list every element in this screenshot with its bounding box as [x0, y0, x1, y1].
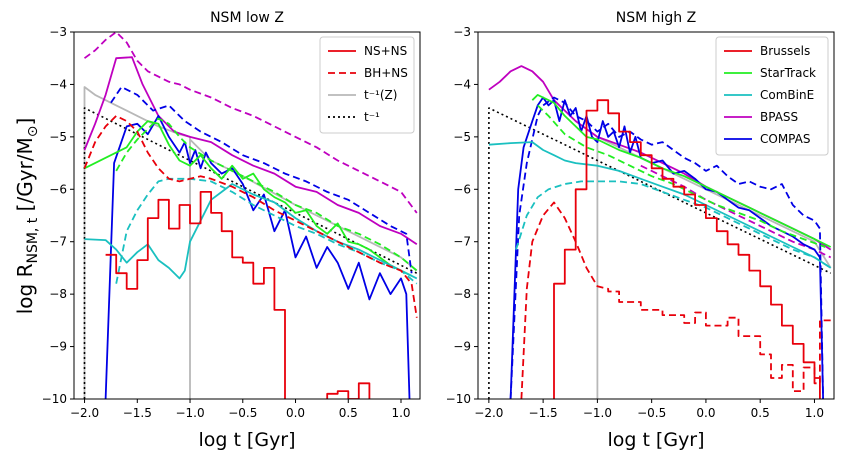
series-line-1 [83, 107, 418, 399]
series-line-0 [83, 86, 418, 399]
series-line-1 [488, 107, 832, 399]
x-tick-label: −1.0 [583, 406, 612, 420]
x-tick-label: −1.0 [175, 406, 204, 420]
y-axis-label-close: ] [13, 118, 37, 126]
panel-low-z: −2.0 −1.5 −1.0 −0.5 0.0 0.5 1.0 −10 −9 −8 −7 −6 −5 −4… [42, 10, 421, 451]
y-tick-label: −9 [453, 340, 471, 354]
legend-label: Brussels [760, 44, 810, 58]
y-tick-label: −7 [453, 235, 471, 249]
x-tick-label: −0.5 [637, 406, 666, 420]
x-axis-label: log t [Gyr] [198, 429, 295, 451]
panel-high-z: −2.0 −1.5 −1.0 −0.5 0.0 0.5 1.0 −10 −9 −8 −7 −6 −5 −4… [446, 10, 835, 451]
plot-frame [477, 31, 835, 400]
y-axis-label-unit: [/Gyr/M [13, 137, 37, 217]
x-tick-label: 0.0 [286, 406, 305, 420]
y-tick-label: −5 [453, 130, 471, 144]
x-tick-label: −1.5 [529, 406, 558, 420]
series-group [488, 65, 834, 399]
y-axis-label-sub: NSM, t [25, 217, 41, 263]
series-line-7 [84, 120, 412, 277]
series-line-5 [509, 96, 824, 399]
x-tick-label: 0.5 [339, 406, 358, 420]
series-line-6 [115, 117, 418, 272]
legend: NS+NS BH+NS t⁻¹(Z) t⁻¹ [319, 36, 415, 134]
series-line-11 [105, 191, 286, 399]
y-tick-label: −10 [42, 392, 67, 406]
legend-label: COMPAS [760, 132, 810, 146]
y-tick-label: −8 [453, 287, 471, 301]
legend-label: BPASS [760, 110, 798, 124]
x-tick-label: −2.0 [474, 406, 503, 420]
series-line-2 [83, 32, 418, 214]
series-line-10 [520, 201, 834, 399]
y-tick-label: −7 [49, 235, 67, 249]
series-line-10 [83, 115, 418, 318]
y-tick-label: −6 [453, 182, 471, 196]
series-group [83, 32, 418, 399]
x-axis-label: log t [Gyr] [607, 429, 704, 451]
series-line-3 [83, 56, 418, 246]
legend: Brussels StarTrack ComBinE BPASS COMPAS [715, 36, 829, 156]
x-tick-label: −1.5 [123, 406, 152, 420]
legend-label: t⁻¹(Z) [364, 88, 397, 102]
y-tick-label: −6 [49, 182, 67, 196]
legend-label: BH+NS [364, 66, 408, 80]
series-line-9 [84, 183, 418, 280]
legend-label: NS+NS [364, 44, 407, 58]
series-line-4 [110, 86, 413, 274]
y-axis-label: log RNSM, t [/Gyr/M⊙] [13, 118, 41, 315]
x-tick-label: −0.5 [228, 406, 257, 420]
y-tick-label: −9 [49, 340, 67, 354]
x-tick-label: 0.5 [751, 406, 770, 420]
chart-title: NSM high Z [616, 10, 696, 26]
chart-title: NSM low Z [210, 10, 284, 26]
legend-label: t⁻¹ [364, 110, 380, 124]
series-line-4 [509, 96, 824, 399]
y-tick-label: −3 [49, 25, 67, 39]
x-tick-label: 1.0 [805, 406, 824, 420]
y-tick-label: −3 [453, 25, 471, 39]
legend-label: StarTrack [760, 66, 816, 80]
y-axis-label-sun: ⊙ [25, 126, 41, 138]
y-tick-label: −4 [49, 77, 67, 91]
legend-box [715, 36, 829, 156]
series-line-12 [326, 382, 371, 399]
legend-box [319, 36, 415, 134]
series-line-7 [531, 94, 832, 248]
y-tick-label: −10 [446, 392, 471, 406]
x-tick-label: 0.0 [696, 406, 715, 420]
legend-label: ComBinE [760, 88, 814, 102]
series-line-9 [488, 141, 832, 269]
plot-frame [73, 31, 421, 400]
y-tick-label: −4 [453, 77, 471, 91]
y-tick-label: −5 [49, 130, 67, 144]
x-tick-label: 1.0 [391, 406, 410, 420]
y-axis-label-main: log R [13, 263, 37, 314]
series-line-5 [104, 115, 411, 399]
y-tick-label: −8 [49, 287, 67, 301]
x-tick-label: −2.0 [70, 406, 99, 420]
series-line-11 [553, 99, 821, 399]
series-line-8 [515, 180, 832, 269]
